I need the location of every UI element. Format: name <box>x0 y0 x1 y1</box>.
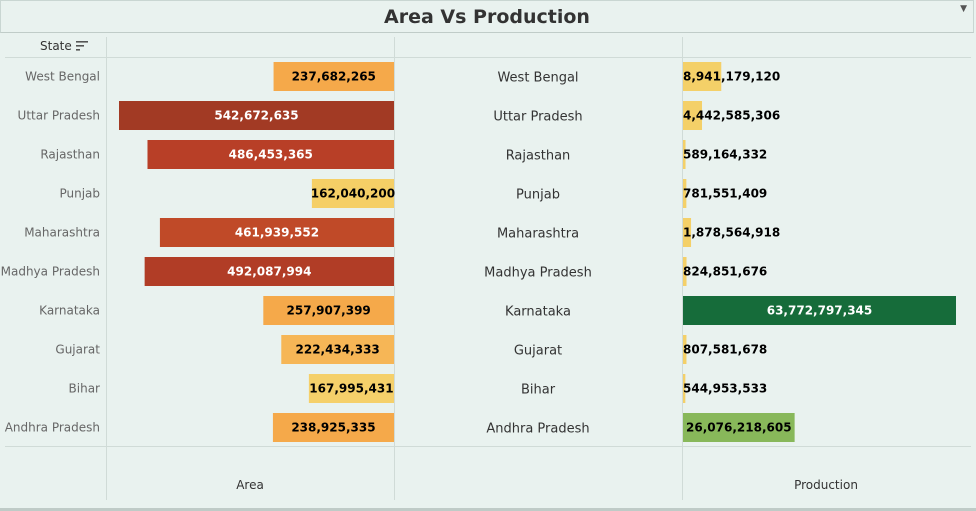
area-bar <box>308 374 394 403</box>
chart-canvas: West Bengal 237,682,265 West Bengal 8,941,1… <box>1 62 956 442</box>
production-value-label: 4,442,585,306 <box>683 109 780 123</box>
production-bar <box>683 62 722 91</box>
state-label: Rajasthan <box>40 148 100 162</box>
area-bar <box>263 296 394 325</box>
area-value-label: 257,907,399 <box>287 304 371 318</box>
production-value-label: 781,551,409 <box>683 187 767 201</box>
state-label: Maharashtra <box>24 226 100 240</box>
production-bar <box>683 218 692 247</box>
production-bar <box>683 374 686 403</box>
production-axis-title: Production <box>794 478 858 492</box>
chevron-down-icon[interactable]: ▼ <box>960 4 967 14</box>
divider-production <box>682 37 683 500</box>
state-label: Punjab <box>59 187 100 201</box>
production-value-label: 824,851,676 <box>683 265 767 279</box>
area-bar <box>272 413 394 442</box>
production-value-label: 1,878,564,918 <box>683 226 780 240</box>
area-bar <box>273 62 394 91</box>
area-value-label: 162,040,200 <box>311 187 395 201</box>
state-center-label: Punjab <box>516 188 560 203</box>
production-bar <box>683 413 795 442</box>
state-center-label: Uttar Pradesh <box>493 110 582 125</box>
production-bar <box>683 296 956 325</box>
state-label: Madhya Pradesh <box>1 265 100 279</box>
area-bar <box>311 179 394 208</box>
divider-state <box>106 37 107 500</box>
area-bar <box>147 140 394 169</box>
production-bar <box>683 101 703 130</box>
area-value-label: 222,434,333 <box>296 343 380 357</box>
state-center-label: Andhra Pradesh <box>486 422 589 437</box>
state-label: Gujarat <box>55 343 100 357</box>
area-bar <box>159 218 394 247</box>
header-row: State <box>5 37 971 58</box>
area-value-label: 461,939,552 <box>235 226 319 240</box>
state-center-label: Bihar <box>521 383 556 398</box>
state-center-label: Gujarat <box>514 344 562 359</box>
state-label: West Bengal <box>25 70 100 84</box>
state-center-label: Rajasthan <box>506 149 571 164</box>
production-value-label: 63,772,797,345 <box>767 304 873 318</box>
area-value-label: 238,925,335 <box>291 421 375 435</box>
state-header[interactable]: State <box>40 39 72 53</box>
area-value-label: 167,995,431 <box>309 382 393 396</box>
state-center-label: West Bengal <box>497 71 578 86</box>
chart-title: Area Vs Production <box>384 6 590 28</box>
production-value-label: 807,581,678 <box>683 343 767 357</box>
area-value-label: 486,453,365 <box>229 148 313 162</box>
production-bar <box>683 257 687 286</box>
production-bar <box>683 140 686 169</box>
state-label: Karnataka <box>39 304 100 318</box>
area-axis-title: Area <box>236 478 264 492</box>
area-value-label: 237,682,265 <box>292 70 376 84</box>
state-center-label: Madhya Pradesh <box>484 266 592 281</box>
state-label: Bihar <box>69 382 101 396</box>
area-bar <box>144 257 394 286</box>
area-bar <box>119 101 394 130</box>
production-value-label: 8,941,179,120 <box>683 70 780 84</box>
axis-divider <box>5 446 971 447</box>
production-value-label: 544,953,533 <box>683 382 767 396</box>
state-center-label: Karnataka <box>505 305 571 320</box>
divider-area <box>394 37 395 500</box>
state-label: Uttar Pradesh <box>18 109 100 123</box>
area-value-label: 542,672,635 <box>214 109 298 123</box>
production-bar <box>683 179 687 208</box>
state-label: Andhra Pradesh <box>5 421 100 435</box>
production-value-label: 26,076,218,605 <box>686 421 792 435</box>
title-bar: Area Vs Production ▼ <box>0 0 974 33</box>
production-bar <box>683 335 687 364</box>
state-center-label: Maharashtra <box>497 227 579 242</box>
area-value-label: 492,087,994 <box>227 265 311 279</box>
bottom-border <box>0 508 976 511</box>
production-value-label: 589,164,332 <box>683 148 767 162</box>
area-bar <box>281 335 394 364</box>
sort-icon[interactable] <box>76 41 88 51</box>
